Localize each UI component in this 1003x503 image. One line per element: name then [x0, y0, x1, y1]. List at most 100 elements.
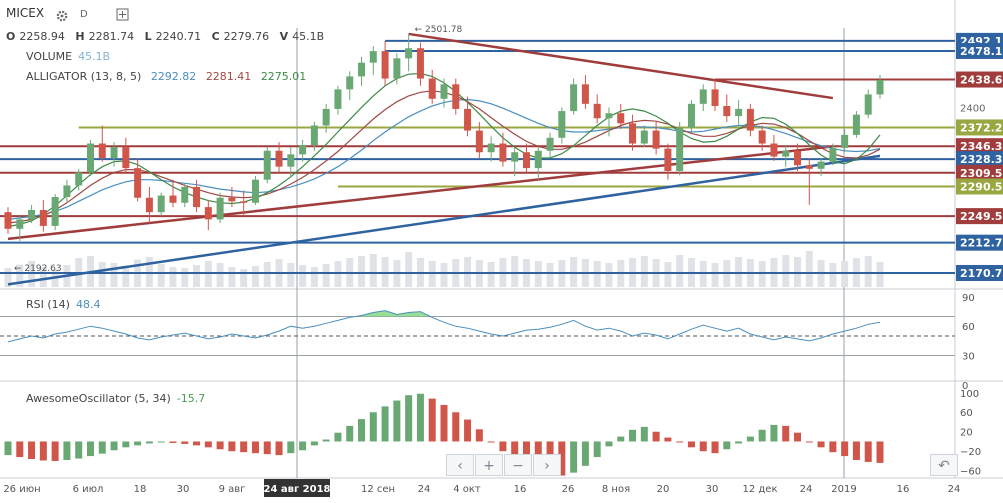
volume-bar	[876, 262, 884, 287]
ao-bar	[841, 441, 849, 457]
ao-bar	[169, 441, 177, 443]
ao-bar	[640, 426, 648, 442]
price-badge	[956, 138, 1003, 155]
price-badge-label: 2249.52	[960, 210, 1003, 223]
price-badge-label: 2212.75	[960, 237, 1003, 250]
candle-body	[746, 108, 754, 131]
time-tick: 8 ноя	[602, 484, 630, 495]
scroll-right-button[interactable]: ›	[533, 454, 561, 476]
candle-body	[676, 127, 684, 171]
candle-body	[782, 150, 790, 157]
candle-body	[581, 84, 589, 104]
ao-bar	[805, 441, 813, 443]
time-tick: 24 авг 2018	[263, 484, 330, 495]
volume-bar	[204, 261, 212, 287]
rsi-line	[7, 310, 881, 343]
candle-body	[145, 197, 153, 213]
ao-tick: −20	[960, 447, 981, 458]
price-badge-label: 2290.57	[960, 180, 1003, 193]
price-badge	[956, 71, 1003, 88]
volume-bar	[28, 261, 36, 287]
zoom-out-button[interactable]: −	[504, 454, 532, 476]
candle-body	[664, 148, 672, 171]
candle-body	[322, 108, 330, 126]
ao-bar	[770, 424, 778, 442]
price-badge	[956, 164, 1003, 181]
candle-body	[86, 143, 94, 173]
zoom-in-button[interactable]: +	[475, 454, 503, 476]
ao-bar	[310, 441, 318, 446]
volume-bar	[39, 267, 47, 287]
time-tick: 20	[657, 484, 670, 495]
candles	[4, 33, 884, 242]
candle-body	[829, 147, 837, 162]
candle-body	[864, 94, 872, 115]
interval-label[interactable]: D	[80, 9, 88, 20]
volume-bar	[664, 262, 672, 287]
candle-body	[416, 48, 424, 79]
ao-bar	[829, 441, 837, 453]
time-tick: 18	[134, 484, 147, 495]
ao-bar	[263, 441, 271, 455]
volume-bar	[487, 262, 495, 287]
candle-body	[393, 58, 401, 79]
time-axis: 26 июн 6 июл 18 30 9 авг 24 авг 2018 12 сен 24 4…	[3, 479, 960, 497]
candle-body	[817, 161, 825, 169]
candle-body	[558, 111, 566, 138]
price-tick: 2400	[960, 103, 985, 114]
ao-bar	[699, 441, 707, 452]
volume-bar	[676, 255, 684, 287]
ao-bar	[110, 441, 118, 451]
gear-icon[interactable]	[56, 10, 68, 22]
ao-bar	[782, 425, 790, 442]
ao-bar	[299, 441, 307, 451]
price-badge	[956, 264, 1003, 281]
candle-body	[51, 197, 59, 226]
ao-bar	[522, 441, 530, 466]
settings-icon[interactable]	[116, 8, 129, 21]
ao-tick: 100	[960, 389, 979, 400]
ao-bar	[581, 441, 589, 466]
candle-body	[63, 185, 71, 197]
candle-body	[428, 78, 436, 99]
price-badge-label: 2346.34	[960, 140, 1003, 153]
reset-chart-button[interactable]: ↶	[930, 454, 958, 476]
ao-bar	[652, 431, 660, 442]
candle-body	[794, 150, 802, 166]
volume-bar	[299, 265, 307, 287]
volume-legend: VOLUME 45.1B	[26, 50, 110, 63]
ao-legend: AwesomeOscillator (5, 34) -15.7	[26, 392, 205, 405]
ao-bar	[346, 425, 354, 442]
ao-bar	[723, 441, 731, 450]
price-badge	[956, 234, 1003, 251]
time-tick: 26 июн	[3, 484, 40, 495]
scroll-left-button[interactable]: ‹	[446, 454, 474, 476]
ao-pane: 100 60 20 −20 −60	[4, 389, 981, 478]
crosshair-date-badge	[264, 479, 330, 497]
ao-bar	[405, 395, 413, 442]
volume-bar	[251, 266, 259, 287]
trend-lines	[7, 32, 881, 286]
volume-bar	[334, 261, 342, 287]
price-badge	[956, 178, 1003, 195]
ao-bar	[499, 441, 507, 452]
ao-bar	[758, 429, 766, 442]
ao-bar	[4, 441, 12, 456]
candle-body	[699, 89, 707, 104]
price-badge-label: 2372.28	[960, 121, 1003, 134]
rsi-tick: 0	[962, 381, 968, 392]
candle-body	[204, 207, 212, 220]
ao-bar	[145, 441, 153, 444]
time-tick: 26	[562, 484, 575, 495]
volume-bar	[98, 262, 106, 287]
time-tick: 2019	[831, 484, 856, 495]
ao-bar	[358, 419, 366, 442]
candle-body	[534, 150, 542, 169]
candle-body	[687, 103, 695, 128]
volume-bar	[358, 256, 366, 287]
candle-body	[770, 143, 778, 157]
candle-body	[4, 212, 12, 229]
symbol-label[interactable]: MICEX	[6, 6, 44, 20]
volume-bars	[4, 251, 884, 287]
